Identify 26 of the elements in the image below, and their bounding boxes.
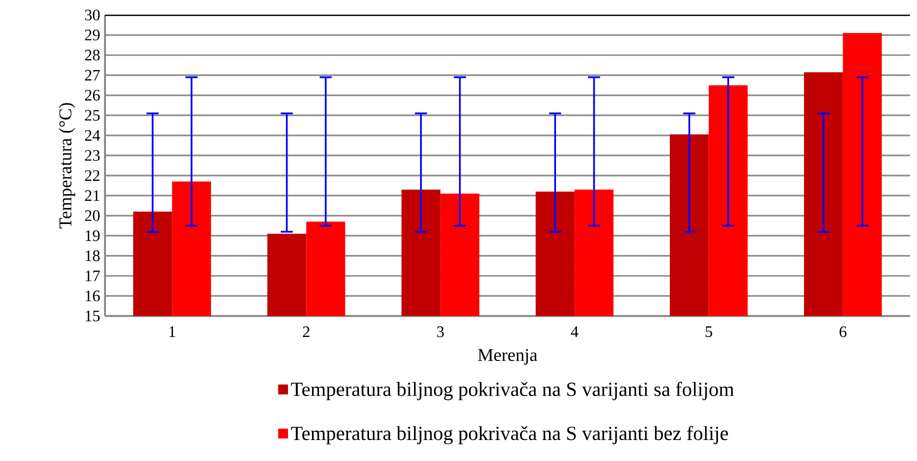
y-tick-label: 16 — [86, 290, 100, 302]
y-tick-label: 29 — [85, 30, 100, 40]
x-tick-label: 2 — [302, 326, 310, 337]
y-axis-title: Temperatura (°C) — [58, 103, 76, 228]
y-tick-label: 19 — [86, 230, 100, 242]
y-tick-label: 21 — [85, 190, 100, 201]
x-tick-label: 4 — [570, 326, 578, 337]
y-tick-label: 23 — [85, 150, 100, 161]
x-tick-label: 5 — [706, 326, 712, 338]
legend-label: Temperatura biljnog pokrivača na S varijanti sa folijom — [291, 382, 734, 400]
y-tick-label: 17 — [86, 270, 100, 282]
x-tick-label: 6 — [840, 326, 846, 338]
legend-label: Temperatura biljnog pokrivača na S varijanti bez folije — [291, 426, 728, 444]
y-tick-label: 25 — [85, 110, 100, 121]
y-tick-label: 22 — [85, 170, 100, 181]
x-tick-label: 3 — [437, 326, 444, 338]
y-tick-label: 30 — [85, 10, 100, 20]
x-tick-label: 1 — [169, 326, 176, 337]
y-tick-label: 27 — [85, 70, 100, 80]
y-tick-label: 15 — [86, 310, 100, 322]
y-tick-label: 28 — [85, 50, 100, 61]
y-tick-label: 26 — [85, 90, 100, 101]
y-tick-label: 24 — [85, 130, 100, 141]
y-tick-label: 20 — [85, 210, 100, 222]
x-axis-title: Merenja — [478, 348, 538, 365]
y-tick-label: 18 — [86, 250, 100, 262]
